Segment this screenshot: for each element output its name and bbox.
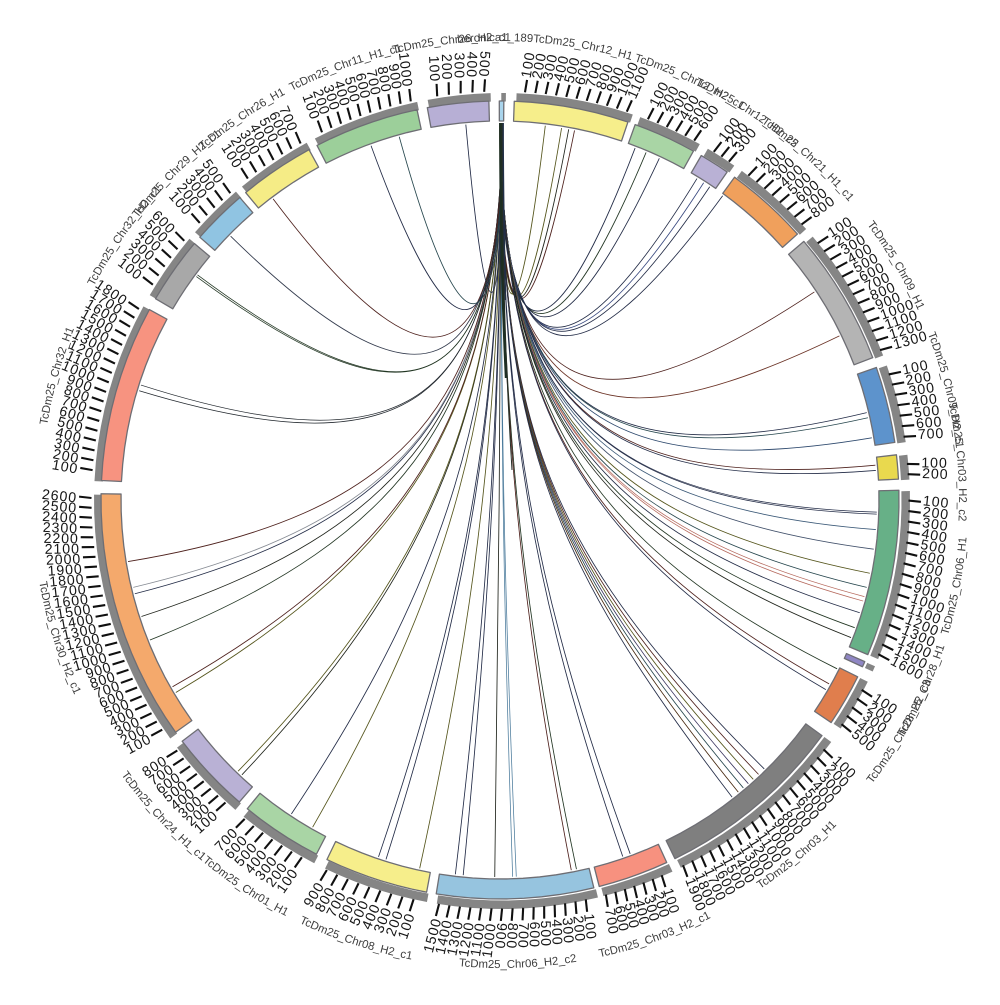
svg-text:200: 200 xyxy=(922,466,949,483)
svg-text:500: 500 xyxy=(475,50,493,77)
svg-text:700: 700 xyxy=(918,426,945,443)
